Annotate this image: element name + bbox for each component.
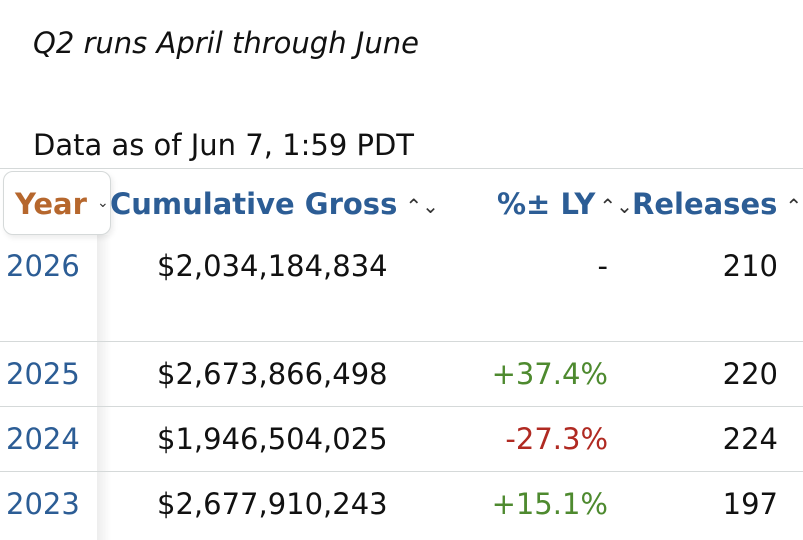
quarter-note: Q2 runs April through June [33,26,419,60]
year-header-highlight[interactable] [3,171,111,235]
table-row: 2025 $2,673,866,498 +37.4% 220 [0,342,803,407]
sticky-column-shadow [97,235,111,540]
gross-value: $2,677,910,243 [157,487,388,521]
gross-header-label: Cumulative Gross [110,187,398,221]
year-column-header[interactable]: Year [15,187,87,221]
year-link[interactable]: 2026 [6,249,80,283]
gross-value: $1,946,504,025 [157,422,388,456]
releases-count: 220 [722,357,778,391]
gross-value: $2,034,184,834 [157,249,388,283]
year-link[interactable]: 2023 [6,487,80,521]
sort-icon: ⌃⌄ [405,194,439,218]
table-row: 2026 $2,034,184,834 - 210 [0,235,803,342]
data-timestamp: Data as of Jun 7, 1:59 PDT [33,128,415,162]
sort-icon: ⌃⌄ [785,194,803,218]
sort-desc-icon[interactable]: ⌄ [97,195,109,211]
pct-change: +15.1% [491,487,608,521]
table-row: 2024 $1,946,504,025 -27.3% 224 [0,407,803,472]
gross-value: $2,673,866,498 [157,357,388,391]
year-link[interactable]: 2024 [6,422,80,456]
releases-count: 210 [722,249,778,283]
table-header-row: Year ⌄ Cumulative Gross ⌃⌄ %± LY ⌃⌄ Releas… [0,169,803,235]
pct-header-label: %± LY [497,187,596,221]
releases-count: 224 [722,422,778,456]
pct-change: -27.3% [505,422,608,456]
pct-change: +37.4% [491,357,608,391]
releases-count: 197 [722,487,778,521]
sort-icon: ⌃⌄ [599,194,633,218]
pct-change: - [597,249,608,283]
releases-header-label: Releases [632,187,778,221]
year-link[interactable]: 2025 [6,357,80,391]
gross-column-header[interactable]: Cumulative Gross ⌃⌄ [110,187,439,223]
releases-column-header[interactable]: Releases ⌃⌄ [632,187,803,223]
table-row: 2023 $2,677,910,243 +15.1% 197 [0,472,803,540]
pct-column-header[interactable]: %± LY ⌃⌄ [497,187,633,223]
gross-table: Year ⌄ Cumulative Gross ⌃⌄ %± LY ⌃⌄ Releas… [0,168,803,540]
